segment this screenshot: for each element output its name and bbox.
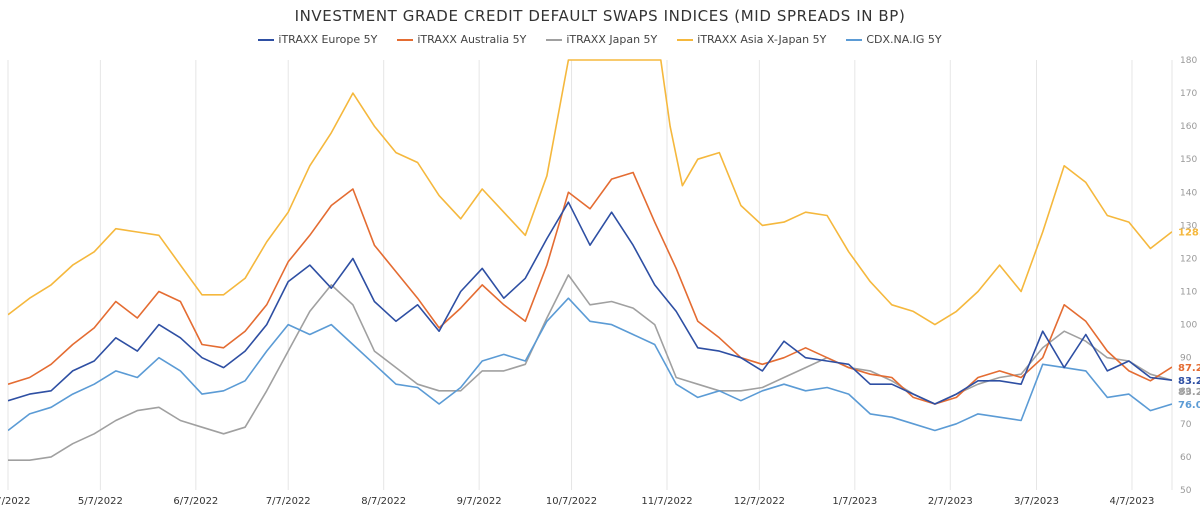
x-tick-label: 7/7/2022 <box>0 496 30 507</box>
series-end-label: 76.0 <box>1178 400 1200 411</box>
series-line <box>8 171 1172 405</box>
legend-entry: iTRAXX Asia X-Japan 5Y <box>677 33 826 46</box>
y-tick-label: 160 <box>1180 122 1197 132</box>
y-tick-label: 120 <box>1180 254 1197 264</box>
x-tick-label: 5/7/2022 <box>78 496 123 507</box>
y-tick-label: 100 <box>1180 321 1197 331</box>
x-tick-label: 1/7/2023 <box>832 496 877 507</box>
y-tick-label: 70 <box>1180 420 1192 430</box>
x-tick-label: 9/7/2022 <box>457 496 502 507</box>
x-tick-label: 11/7/2022 <box>641 496 692 507</box>
x-tick-label: 4/7/2023 <box>1110 496 1155 507</box>
chart-title: INVESTMENT GRADE CREDIT DEFAULT SWAPS IN… <box>294 7 906 25</box>
x-tick-label: 6/7/2022 <box>173 496 218 507</box>
series-line <box>8 201 1172 405</box>
legend-swatch <box>258 38 275 41</box>
series-end-label: 87.2 <box>1178 363 1200 374</box>
y-tick-label: 80 <box>1180 387 1192 397</box>
legend-label: iTRAXX Australia 5Y <box>417 33 527 46</box>
legend-label: iTRAXX Asia X-Japan 5Y <box>697 33 827 46</box>
y-tick-label: 140 <box>1180 188 1197 198</box>
series-end-label: 128.1 <box>1178 228 1200 239</box>
legend-entry: iTRAXX Australia 5Y <box>397 33 526 46</box>
series-end-label: 83.2 <box>1178 387 1200 398</box>
series-line <box>8 59 1172 326</box>
y-tick-label: 90 <box>1180 354 1192 364</box>
y-tick-label: 150 <box>1180 155 1197 165</box>
chart-legend: iTRAXX Europe 5Y iTRAXX Australia 5Y iTRAX… <box>0 33 1200 46</box>
series-line <box>8 274 1172 461</box>
x-tick-label: 2/7/2023 <box>928 496 973 507</box>
legend-entry: CDX.NA.IG 5Y <box>846 33 942 46</box>
legend-swatch <box>546 38 563 41</box>
legend-entry: iTRAXX Europe 5Y <box>258 33 377 46</box>
legend-label: CDX.NA.IG 5Y <box>866 33 942 46</box>
y-tick-label: 170 <box>1180 89 1197 99</box>
y-tick-label: 180 <box>1180 56 1197 66</box>
legend-label: iTRAXX Japan 5Y <box>566 33 658 46</box>
legend-swatch <box>846 38 863 41</box>
legend-label: iTRAXX Europe 5Y <box>278 33 378 46</box>
series-line <box>8 297 1172 432</box>
x-tick-label: 8/7/2022 <box>361 496 406 507</box>
x-tick-label: 12/7/2022 <box>734 496 785 507</box>
y-tick-label: 130 <box>1180 221 1197 231</box>
y-tick-label: 110 <box>1180 288 1197 298</box>
x-tick-label: 7/7/2022 <box>266 496 311 507</box>
series-end-label: 83.2 <box>1178 376 1200 387</box>
y-tick-label: 60 <box>1180 453 1192 463</box>
y-tick-label: 50 <box>1180 486 1192 496</box>
legend-swatch <box>397 38 414 41</box>
legend-swatch <box>677 38 694 41</box>
x-tick-label: 10/7/2022 <box>546 496 597 507</box>
legend-entry: iTRAXX Japan 5Y <box>546 33 657 46</box>
x-tick-label: 3/7/2023 <box>1014 496 1059 507</box>
